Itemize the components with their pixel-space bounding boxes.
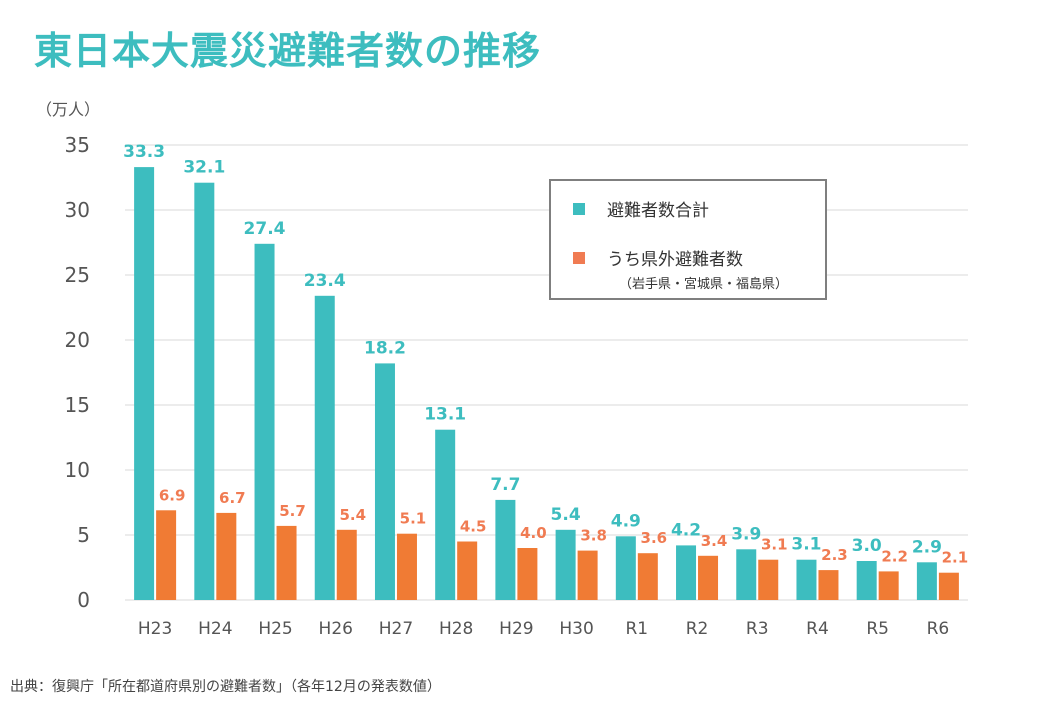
legend-item-outside: うち県外避難者数 — [573, 245, 743, 270]
data-label-total: 5.4 — [551, 505, 581, 525]
y-tick-label: 25 — [65, 263, 90, 287]
bar-outside — [878, 571, 899, 600]
legend-swatch-outside — [573, 251, 585, 264]
bar-outside — [216, 512, 237, 600]
data-label-total: 32.1 — [183, 158, 225, 178]
bar-total — [856, 561, 877, 600]
bar-outside — [276, 525, 297, 600]
bar-outside — [336, 529, 357, 600]
data-label-total: 3.9 — [731, 524, 761, 544]
data-label-total: 13.1 — [424, 405, 466, 425]
data-label-total: 3.1 — [791, 535, 821, 555]
data-label-outside: 6.7 — [219, 489, 246, 507]
legend-item-total: 避難者数合計 — [573, 196, 709, 221]
data-label-total: 23.4 — [304, 271, 346, 291]
bars: 33.3 6.9 32.1 6.7 27.4 5.7 23.4 5.4 18.2 5.1 13.1 4… — [123, 142, 969, 601]
x-axis-ticks: H23 H24 H25 H26 H27 H28 H29 H30 R1 R2 R3 R4 R5 R6 — [138, 619, 949, 639]
source-note: 出典：復興庁「所在都道府県別の避難者数」（各年12月の発表数値） — [10, 679, 441, 695]
bar-total — [134, 167, 155, 600]
bar-outside — [457, 541, 478, 600]
data-label-outside: 2.2 — [881, 547, 908, 565]
bar-total — [555, 529, 576, 600]
legend-label-total: 避難者数合計 — [607, 201, 709, 221]
data-label-total: 4.2 — [671, 520, 701, 540]
x-tick-label: R5 — [866, 619, 889, 639]
data-label-total: 7.7 — [490, 475, 520, 495]
y-axis-unit: （万人） — [36, 100, 100, 119]
data-label-total: 33.3 — [123, 142, 165, 162]
data-label-outside: 3.6 — [641, 529, 668, 547]
data-label-outside: 5.4 — [339, 506, 366, 524]
x-tick-label: H24 — [198, 619, 232, 639]
y-axis-ticks: 0 5 10 15 20 25 30 35 — [65, 133, 90, 612]
legend-label-outside: うち県外避難者数 — [607, 250, 743, 270]
bar-outside — [637, 553, 658, 600]
y-tick-label: 5 — [77, 523, 90, 547]
x-tick-label: H25 — [258, 619, 292, 639]
y-tick-label: 30 — [65, 198, 90, 222]
x-tick-label: R1 — [626, 619, 649, 639]
bar-total — [676, 545, 697, 600]
data-label-total: 4.9 — [611, 511, 641, 531]
bar-outside — [517, 548, 538, 600]
y-tick-label: 20 — [65, 328, 90, 352]
data-label-outside: 3.4 — [701, 532, 728, 550]
data-label-outside: 6.9 — [159, 486, 186, 504]
x-tick-label: R3 — [746, 619, 769, 639]
bar-total — [254, 243, 275, 601]
data-label-outside: 3.8 — [580, 527, 607, 545]
x-tick-label: H28 — [439, 619, 473, 639]
legend: 避難者数合計 うち県外避難者数 （岩手県・宮城県・福島県） — [549, 179, 827, 300]
bar-total — [736, 549, 757, 600]
bar-outside — [758, 559, 779, 600]
x-tick-label: R6 — [927, 619, 950, 639]
data-label-outside: 4.5 — [460, 518, 487, 536]
x-tick-label: R4 — [806, 619, 829, 639]
data-label-outside: 3.1 — [761, 536, 788, 554]
bar-outside — [577, 550, 598, 600]
bar-total — [796, 559, 817, 600]
data-label-total: 3.0 — [852, 536, 882, 556]
y-tick-label: 35 — [65, 133, 90, 157]
chart-title: 東日本大震災避難者数の推移 — [34, 29, 542, 73]
x-tick-label: H30 — [559, 619, 593, 639]
bar-outside — [818, 570, 839, 600]
bar-total — [916, 562, 937, 600]
y-tick-label: 15 — [65, 393, 90, 417]
legend-note: （岩手県・宮城県・福島県） — [619, 277, 789, 292]
data-label-outside: 2.1 — [942, 549, 969, 567]
data-label-outside: 2.3 — [821, 546, 848, 564]
bar-total — [374, 363, 395, 600]
data-label-total: 18.2 — [364, 338, 406, 358]
y-tick-label: 0 — [77, 588, 90, 612]
x-tick-label: R2 — [686, 619, 709, 639]
bar-outside — [396, 533, 417, 600]
bar-total — [194, 182, 215, 600]
x-tick-label: H27 — [379, 619, 413, 639]
data-label-total: 2.9 — [912, 537, 942, 557]
bar-outside — [938, 572, 959, 600]
x-tick-label: H26 — [319, 619, 353, 639]
data-label-total: 27.4 — [244, 219, 286, 239]
bar-total — [615, 536, 636, 600]
data-label-outside: 5.7 — [279, 502, 306, 520]
data-label-outside: 5.1 — [400, 510, 427, 528]
legend-swatch-total — [573, 202, 585, 215]
bar-total — [435, 429, 456, 600]
bar-total — [495, 499, 516, 600]
bar-outside — [156, 510, 177, 600]
x-tick-label: H23 — [138, 619, 172, 639]
x-tick-label: H29 — [499, 619, 533, 639]
bar-total — [314, 295, 335, 600]
data-label-outside: 4.0 — [520, 524, 547, 542]
y-tick-label: 10 — [65, 458, 90, 482]
bar-outside — [698, 555, 719, 600]
